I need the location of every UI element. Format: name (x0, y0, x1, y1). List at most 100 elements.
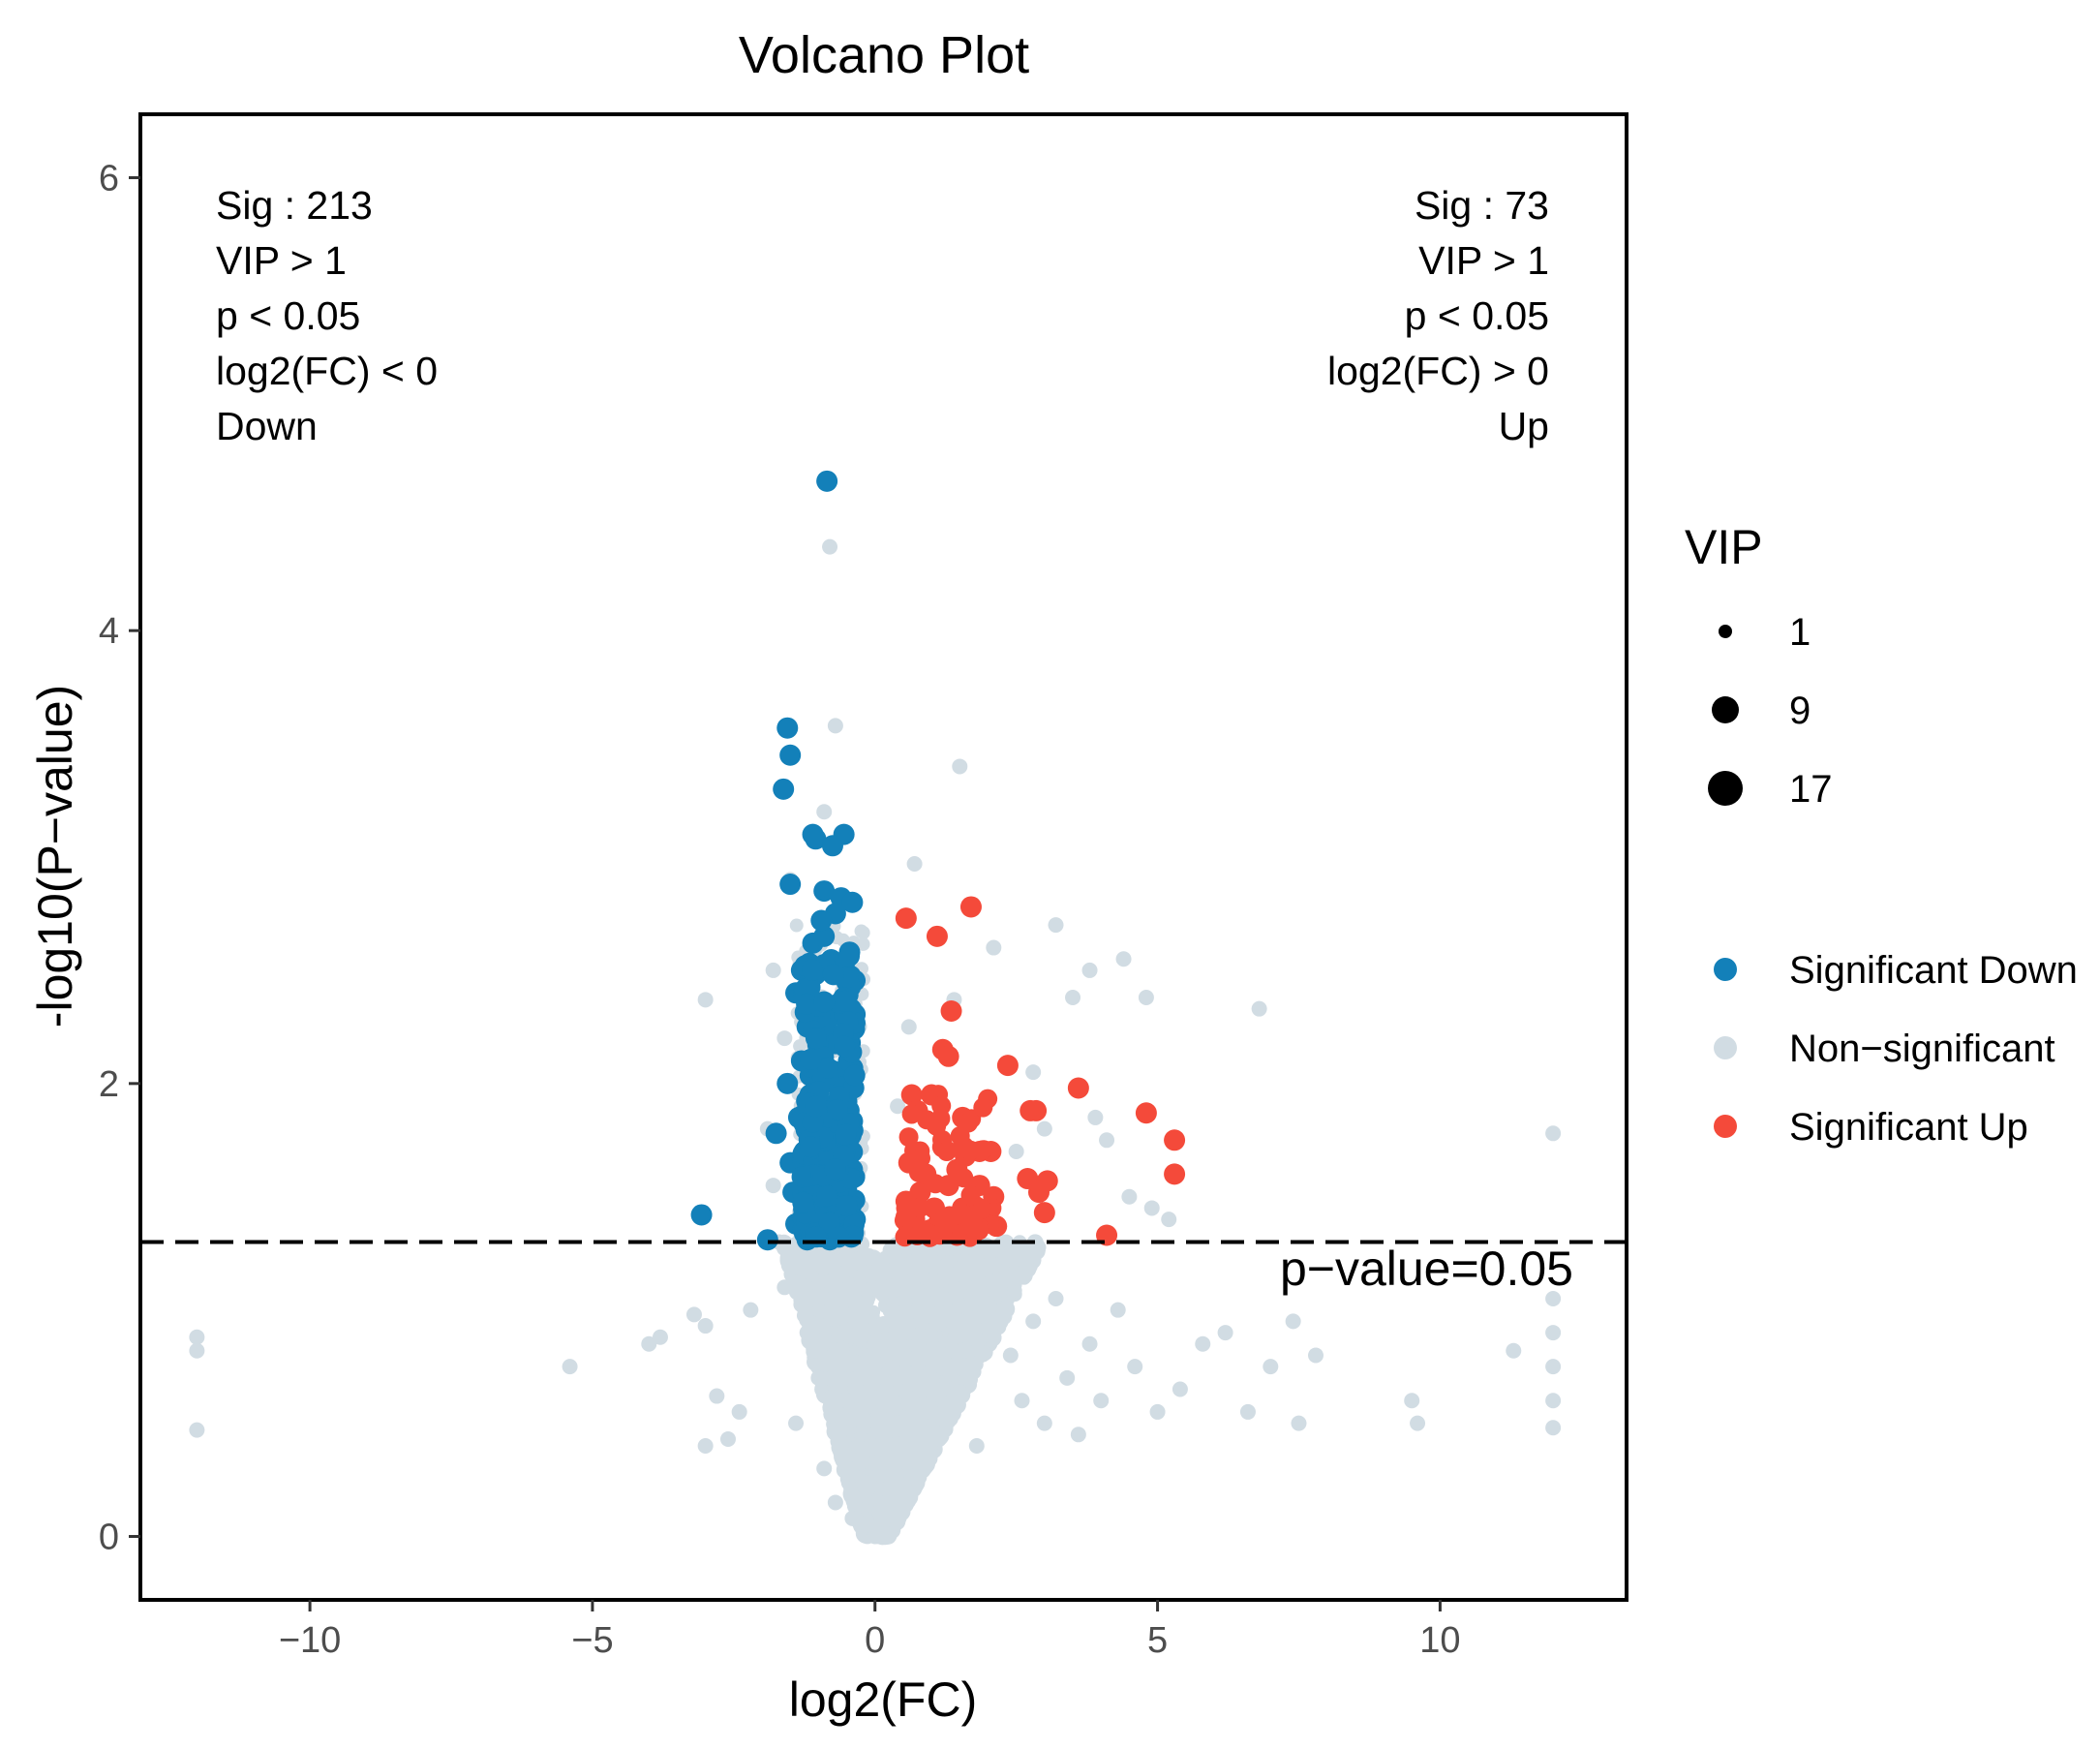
point-nonsig (810, 1369, 827, 1386)
point-nonsig (823, 1390, 837, 1404)
point-sig-down (834, 990, 856, 1012)
point-sig-up (962, 1212, 983, 1233)
point-nonsig (788, 1415, 805, 1431)
point-nonsig (697, 992, 714, 1008)
point-nonsig (827, 1494, 843, 1511)
point-nonsig (929, 1291, 947, 1308)
point-nonsig (952, 1386, 971, 1404)
point-nonsig (867, 1528, 883, 1545)
point-nonsig (941, 1255, 956, 1270)
x-tick-label: 10 (1419, 1620, 1460, 1661)
annotation-down-line: Down (216, 404, 318, 448)
point-nonsig (858, 1398, 874, 1415)
point-sig-down (765, 1122, 787, 1145)
chart-title: Volcano Plot (739, 26, 1029, 84)
size-legend-label: 9 (1789, 690, 1811, 732)
point-nonsig (811, 1303, 827, 1318)
point-nonsig (900, 1019, 917, 1035)
point-nonsig (743, 1302, 759, 1318)
point-sig-up (1025, 1099, 1048, 1121)
point-nonsig (811, 1273, 828, 1290)
point-sig-down (800, 1048, 822, 1070)
point-nonsig (884, 1310, 902, 1329)
point-nonsig (799, 1325, 815, 1341)
point-nonsig (912, 1460, 928, 1477)
point-nonsig (1024, 1241, 1042, 1258)
point-sig-down (826, 1098, 848, 1120)
point-nonsig (1036, 1415, 1052, 1431)
dense-point-cloud (776, 918, 1047, 1546)
point-nonsig (878, 1494, 895, 1511)
annotation-up-line: VIP > 1 (1418, 238, 1549, 283)
point-nonsig (898, 1295, 913, 1310)
point-nonsig (1121, 1188, 1138, 1205)
point-nonsig (916, 1430, 933, 1449)
point-nonsig (883, 1386, 899, 1402)
point-sig-up (926, 925, 948, 947)
point-nonsig (1251, 1000, 1267, 1017)
point-nonsig (951, 1299, 966, 1314)
y-tick-label: 0 (99, 1518, 119, 1558)
annotation-up-line: log2(FC) > 0 (1327, 349, 1549, 393)
point-sig-down (813, 925, 836, 947)
point-nonsig (1545, 1420, 1562, 1436)
point-nonsig (908, 1349, 926, 1365)
point-nonsig (1025, 1313, 1042, 1330)
point-nonsig (1048, 1290, 1064, 1306)
point-nonsig (834, 1447, 852, 1466)
point-sig-down (810, 909, 833, 932)
point-nonsig (1239, 1403, 1256, 1420)
point-nonsig (800, 1304, 815, 1319)
x-tick-label: −5 (571, 1620, 613, 1661)
point-sig-down (802, 959, 824, 981)
point-nonsig (765, 1178, 781, 1194)
point-nonsig (868, 1413, 886, 1430)
point-sig-down (805, 1028, 827, 1050)
point-nonsig (818, 1333, 834, 1348)
point-nonsig (859, 1268, 873, 1282)
annotation-up-line: Sig : 73 (1415, 183, 1549, 228)
point-nonsig (709, 1388, 725, 1404)
annotation-down-line: p < 0.05 (216, 293, 360, 338)
point-nonsig (867, 1318, 882, 1333)
legend-marker-up (1714, 1115, 1737, 1138)
point-nonsig (1545, 1359, 1562, 1375)
point-nonsig (890, 1439, 907, 1456)
point-nonsig (1036, 1120, 1052, 1137)
point-nonsig (882, 1360, 900, 1378)
point-nonsig (1195, 1335, 1211, 1352)
point-nonsig (1070, 1427, 1086, 1443)
point-sig-down (796, 993, 818, 1015)
point-nonsig (986, 939, 1002, 956)
point-nonsig (1008, 1270, 1025, 1286)
point-nonsig (968, 1437, 985, 1454)
point-nonsig (966, 1279, 983, 1296)
point-nonsig (1263, 1359, 1279, 1375)
point-nonsig (1138, 989, 1154, 1005)
point-nonsig (856, 1302, 872, 1318)
point-nonsig (854, 1452, 871, 1469)
point-nonsig (887, 1398, 903, 1415)
point-nonsig (997, 1249, 1016, 1268)
point-nonsig (1285, 1313, 1301, 1330)
point-sig-up (1028, 1181, 1050, 1204)
point-nonsig (1099, 1132, 1115, 1149)
point-nonsig (1025, 1064, 1042, 1081)
point-sig-down (779, 874, 802, 896)
point-nonsig (950, 1327, 968, 1345)
point-nonsig (1093, 1393, 1110, 1409)
point-nonsig (1143, 1200, 1160, 1216)
point-nonsig (924, 1279, 940, 1296)
point-sig-down (817, 1057, 839, 1079)
x-axis-ticks: −10 −5 0 5 10 (279, 1600, 1461, 1661)
point-nonsig (816, 804, 833, 820)
y-tick-label: 6 (99, 158, 119, 199)
size-legend: VIP 1 9 17 (1685, 520, 1833, 811)
point-sig-down (776, 1072, 799, 1094)
point-nonsig (1506, 1342, 1522, 1359)
point-nonsig (986, 1256, 1002, 1273)
point-nonsig (851, 1373, 866, 1388)
point-nonsig (906, 856, 923, 873)
point-nonsig (189, 1422, 205, 1438)
